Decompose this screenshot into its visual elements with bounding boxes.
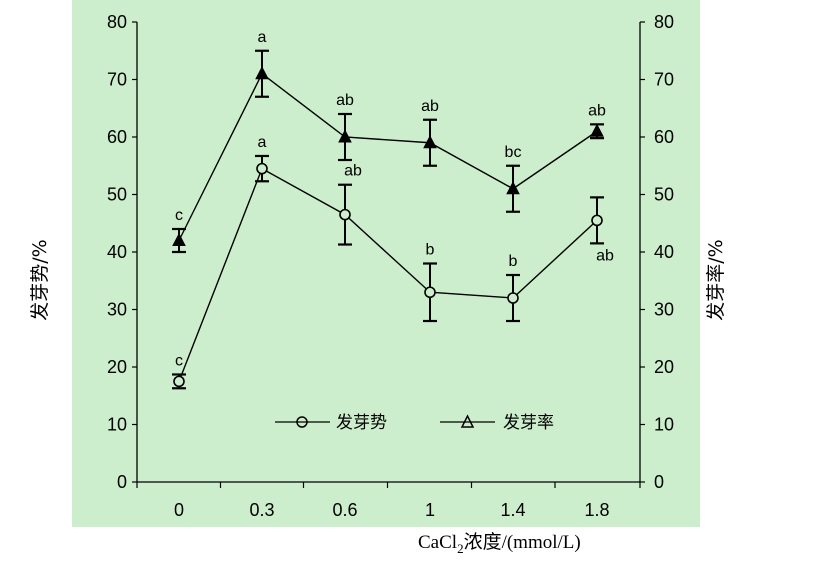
legend-label-germination-energy: 发芽势 bbox=[336, 413, 387, 432]
right-y-tick-label: 20 bbox=[654, 357, 674, 377]
x-tick-label: 1.8 bbox=[584, 500, 609, 520]
significance-label-rate: ab bbox=[421, 98, 439, 115]
left-y-tick-label: 10 bbox=[107, 415, 127, 435]
left-y-tick-label: 50 bbox=[107, 185, 127, 205]
data-point-triangle bbox=[506, 181, 520, 195]
data-point-circle bbox=[507, 292, 519, 304]
x-axis-label-main: CaCl bbox=[418, 532, 457, 553]
significance-label-energy: b bbox=[426, 242, 435, 259]
significance-label-rate: a bbox=[258, 29, 267, 46]
right-y-tick-label: 50 bbox=[654, 185, 674, 205]
legend-marker-triangle bbox=[460, 414, 475, 428]
legend-marker-circle bbox=[296, 416, 308, 428]
x-tick-label: 1 bbox=[425, 500, 435, 520]
x-tick-label: 0.3 bbox=[249, 500, 274, 520]
data-point-triangle bbox=[423, 135, 437, 149]
chart-background bbox=[72, 0, 700, 527]
legend-label-germination-rate: 发芽率 bbox=[503, 413, 554, 432]
x-axis-label: CaCl2浓度/(mmol/L) bbox=[418, 531, 581, 556]
significance-label-energy: b bbox=[509, 253, 518, 270]
data-point-circle bbox=[256, 162, 268, 175]
right-y-tick-label: 60 bbox=[654, 127, 674, 147]
right-y-tick-label: 80 bbox=[654, 12, 674, 32]
data-point-circle bbox=[591, 214, 603, 227]
left-y-tick-label: 30 bbox=[107, 300, 127, 320]
data-point-triangle bbox=[255, 66, 269, 80]
right-axis-label: 发芽率/% bbox=[705, 239, 727, 320]
x-tick-label: 0.6 bbox=[332, 500, 357, 520]
left-y-tick-label: 40 bbox=[107, 242, 127, 262]
left-axis-label: 发芽势/% bbox=[29, 239, 51, 320]
left-y-tick-label: 70 bbox=[107, 70, 127, 90]
right-y-tick-label: 40 bbox=[654, 242, 674, 262]
left-y-tick-label: 20 bbox=[107, 357, 127, 377]
data-point-triangle bbox=[172, 232, 186, 246]
plot-layer: 0 0 10 10 20 20 30 30 40 40 50 50 60 60 70 70 80 80 0 0.3 0.… bbox=[107, 12, 674, 520]
data-point-circle bbox=[424, 286, 436, 299]
series-line-germination-rate bbox=[178, 72, 598, 241]
data-point-triangle bbox=[590, 123, 604, 137]
significance-label-energy: a bbox=[258, 134, 267, 151]
right-y-tick-label: 10 bbox=[654, 415, 674, 435]
right-y-tick-label: 0 bbox=[654, 472, 664, 492]
data-point-triangle bbox=[338, 129, 352, 143]
x-tick-label: 1.4 bbox=[500, 500, 525, 520]
left-y-tick-label: 80 bbox=[107, 12, 127, 32]
data-point-circle bbox=[339, 208, 351, 221]
significance-label-energy: c bbox=[175, 352, 183, 369]
significance-label-rate: ab bbox=[336, 92, 354, 109]
significance-label-rate: c bbox=[175, 207, 183, 224]
x-tick-label: 0 bbox=[174, 500, 184, 520]
x-axis-label-rest: 浓度/(mmol/L) bbox=[464, 531, 581, 553]
x-axis-label-sub: 2 bbox=[457, 541, 464, 556]
significance-label-energy: ab bbox=[344, 163, 362, 180]
series-line-germination-energy bbox=[178, 167, 598, 382]
left-y-tick-label: 60 bbox=[107, 127, 127, 147]
significance-label-energy: ab bbox=[596, 247, 614, 264]
significance-label-rate: bc bbox=[505, 144, 522, 161]
right-y-tick-label: 70 bbox=[654, 70, 674, 90]
significance-label-rate: ab bbox=[588, 102, 606, 119]
legend: 发芽势 发芽率 bbox=[275, 413, 554, 432]
data-point-circle bbox=[173, 375, 185, 388]
left-y-tick-label: 0 bbox=[117, 472, 127, 492]
right-y-tick-label: 30 bbox=[654, 300, 674, 320]
